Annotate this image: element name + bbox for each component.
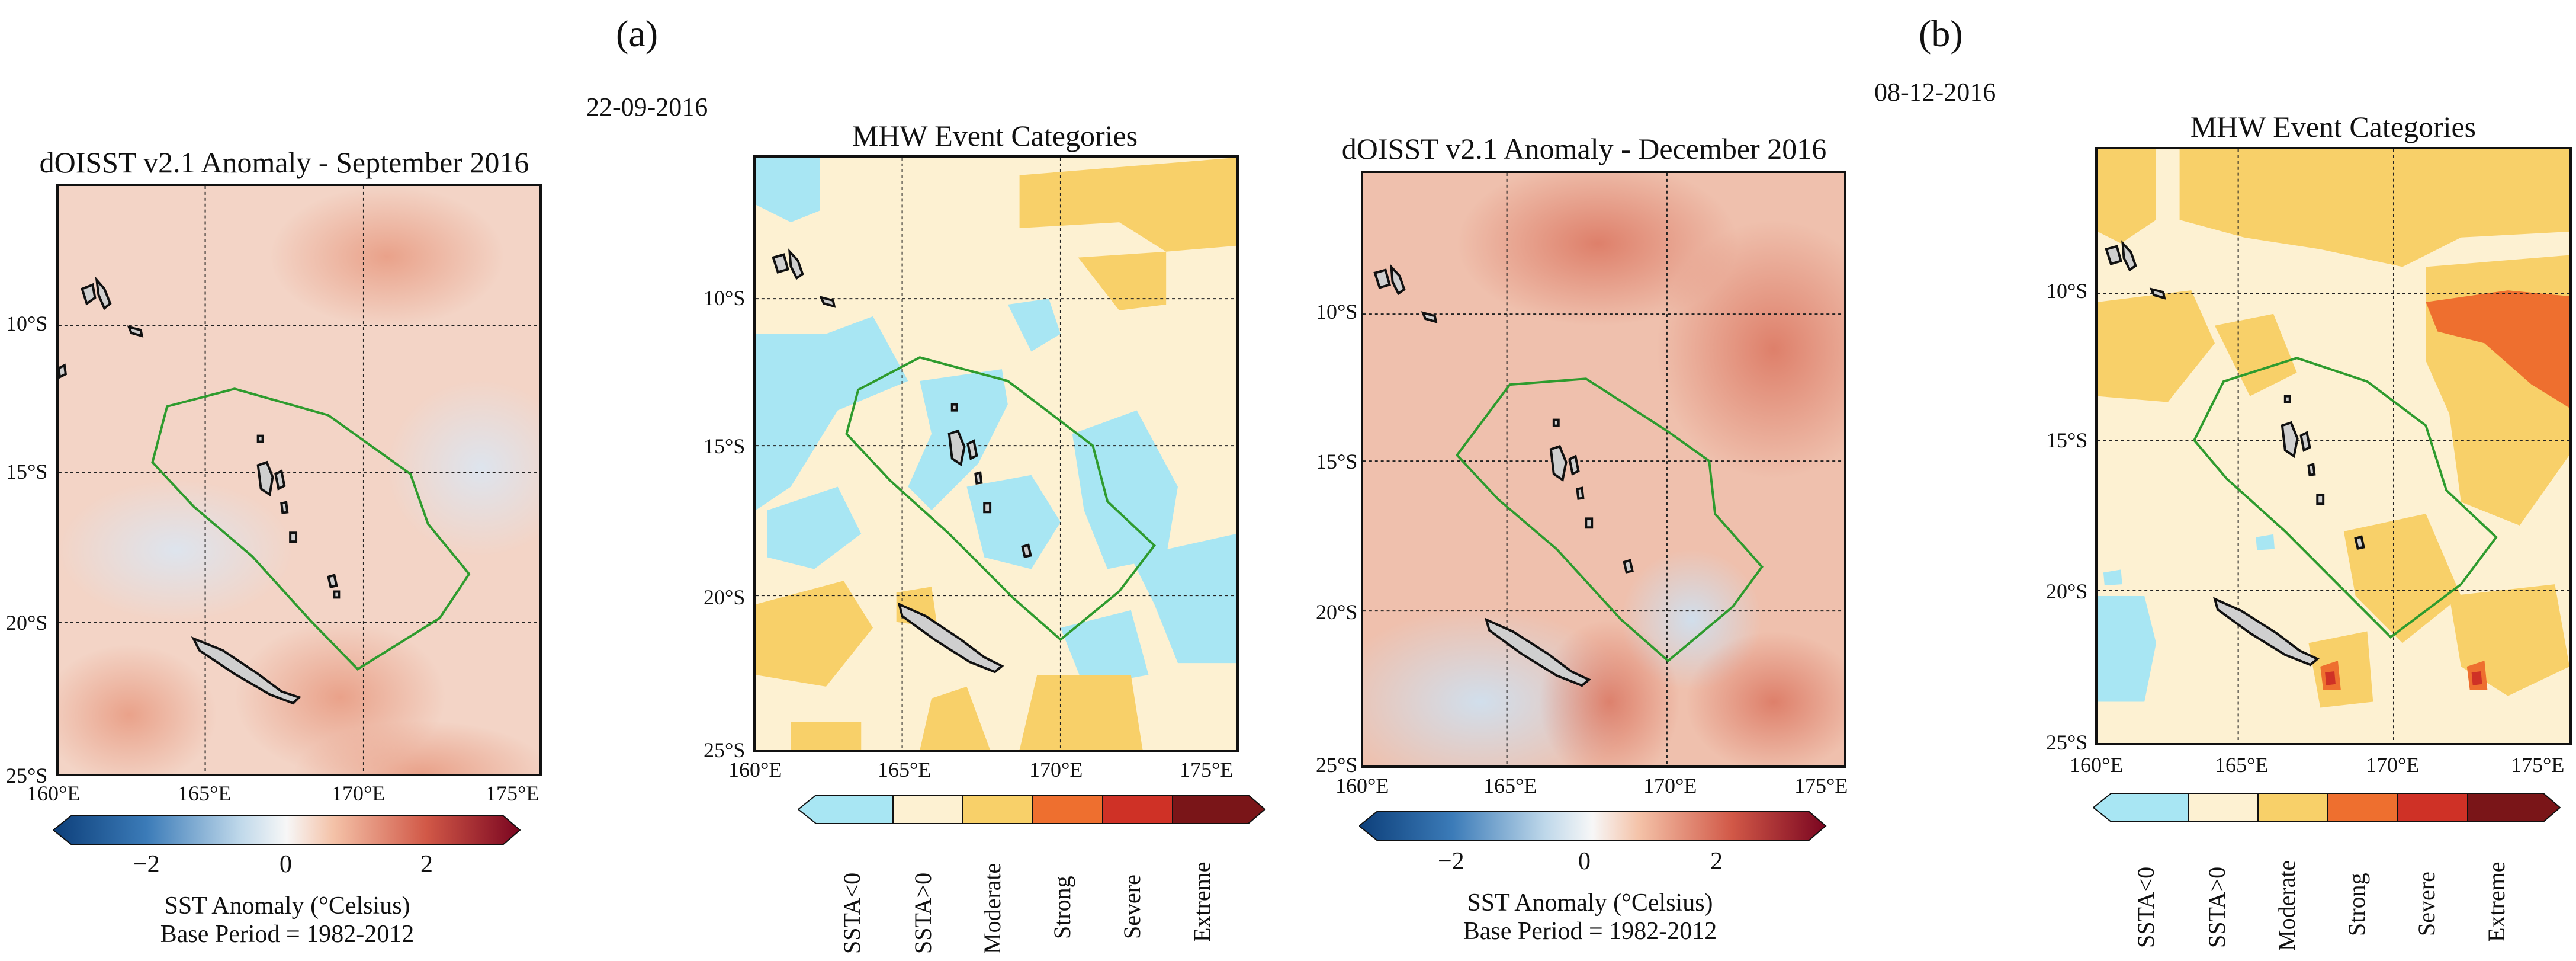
category-label-extreme-a: Extreme — [1189, 861, 1215, 943]
category-colorbar-a — [798, 795, 1266, 824]
colorbar-label-dec: SST Anomaly (°Celsius) — [1467, 889, 1713, 917]
panel-label-a: (a) — [616, 12, 659, 55]
category-map-title-b: MHW Event Categories — [2190, 110, 2477, 143]
category-label-ssta-gt0-a: SSTA>0 — [910, 872, 936, 954]
lon-tick-170e-a: 170°E — [1029, 758, 1083, 781]
category-map-title-a: MHW Event Categories — [852, 119, 1138, 152]
lat-tick-20s-b: 20°S — [2046, 579, 2088, 603]
category-label-severe-b: Severe — [2413, 872, 2440, 936]
base-period-sep: Base Period = 1982-2012 — [160, 921, 415, 948]
colorbar-tick-0-dec: 0 — [1578, 848, 1591, 875]
eez-outline — [151, 387, 471, 671]
date-a: 22-09-2016 — [586, 92, 708, 121]
anomaly-colorbar-sep — [53, 815, 521, 845]
lat-tick-20s-a: 20°S — [704, 585, 746, 609]
lon-tick-175e-a: 175°E — [1180, 758, 1234, 781]
lat-tick-15s-a: 15°S — [704, 434, 746, 458]
lon-tick-160e: 160°E — [27, 781, 81, 805]
lat-tick-10s-dec: 10°S — [1316, 300, 1358, 323]
category-label-strong-a: Strong — [1049, 876, 1075, 939]
colorbar-label-sep: SST Anomaly (°Celsius) — [164, 892, 410, 920]
lat-tick-20s: 20°S — [6, 611, 48, 635]
colorbar-tick-0-sep: 0 — [280, 851, 292, 878]
anomaly-map-title-dec: dOISST v2.1 Anomaly - December 2016 — [1341, 132, 1827, 165]
category-label-ssta-gt0-b: SSTA>0 — [2204, 866, 2230, 948]
eez-outline — [1455, 377, 1764, 663]
lat-tick-10s: 10°S — [6, 312, 48, 335]
anomaly-map-dec — [1361, 171, 1846, 768]
lat-tick-25s-dec: 25°S — [1316, 753, 1358, 777]
lon-tick-160e-dec: 160°E — [1335, 774, 1389, 797]
anomaly-map-title-sep: dOISST v2.1 Anomaly - September 2016 — [39, 146, 529, 179]
lon-tick-165e-dec: 165°E — [1483, 774, 1537, 797]
category-label-ssta-lt0-b: SSTA<0 — [2132, 866, 2159, 948]
lon-tick-175e-dec: 175°E — [1794, 774, 1848, 797]
category-label-moderate-a: Moderate — [979, 863, 1006, 954]
anomaly-map-sep — [56, 184, 542, 776]
lon-tick-170e-dec: 170°E — [1643, 774, 1697, 797]
panel-label-b: (b) — [1919, 12, 1963, 55]
lat-tick-10s-a: 10°S — [704, 286, 746, 310]
colorbar-tick-2-sep: 2 — [420, 851, 433, 878]
colorbar-tick-neg2-sep: −2 — [133, 851, 160, 878]
category-label-moderate-b: Moderate — [2273, 860, 2300, 951]
lon-tick-165e-a: 165°E — [878, 758, 932, 781]
category-map-a — [753, 155, 1239, 752]
colorbar-tick-neg2-dec: −2 — [1438, 848, 1464, 875]
lon-tick-160e-a: 160°E — [728, 758, 782, 781]
base-period-dec: Base Period = 1982-2012 — [1463, 918, 1717, 945]
colorbar-tick-2-dec: 2 — [1710, 848, 1723, 875]
eez-outline — [845, 356, 1157, 642]
category-label-extreme-b: Extreme — [2483, 861, 2510, 943]
lon-tick-175e: 175°E — [486, 781, 539, 805]
anomaly-colorbar-dec — [1359, 811, 1827, 841]
lat-tick-15s-dec: 15°S — [1316, 450, 1358, 473]
lon-tick-170e-b: 170°E — [2366, 753, 2420, 777]
category-colorbar-b — [2093, 793, 2561, 822]
category-label-severe-a: Severe — [1119, 874, 1145, 939]
lon-tick-165e: 165°E — [178, 781, 232, 805]
lat-tick-15s: 15°S — [6, 460, 48, 483]
category-label-strong-b: Strong — [2343, 873, 2370, 936]
eez-outline — [2193, 357, 2498, 639]
date-b: 08-12-2016 — [1874, 78, 1996, 107]
lon-tick-170e: 170°E — [332, 781, 386, 805]
category-label-ssta-lt0-a: SSTA<0 — [839, 872, 865, 954]
lat-tick-25s-a: 25°S — [704, 738, 746, 762]
lat-tick-15s-b: 15°S — [2046, 428, 2088, 452]
lat-tick-25s-b: 25°S — [2046, 731, 2088, 754]
lon-tick-175e-b: 175°E — [2511, 753, 2565, 777]
lat-tick-10s-b: 10°S — [2046, 279, 2088, 303]
lon-tick-165e-b: 165°E — [2215, 753, 2269, 777]
lat-tick-20s-dec: 20°S — [1316, 600, 1358, 624]
lat-tick-25s: 25°S — [6, 764, 48, 787]
lon-tick-160e-b: 160°E — [2070, 753, 2124, 777]
category-map-b — [2095, 147, 2572, 745]
